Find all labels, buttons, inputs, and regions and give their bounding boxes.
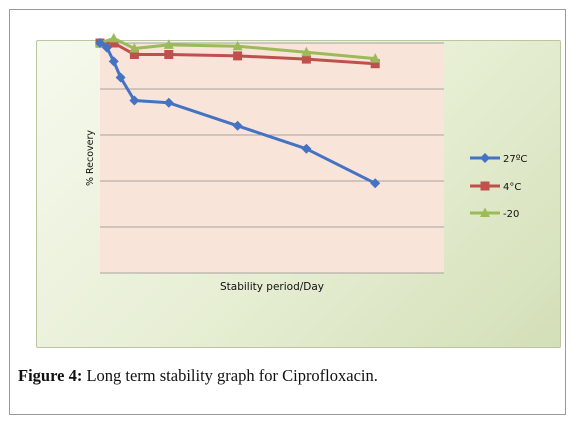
data-point [129,95,140,106]
data-point [101,42,112,53]
data-point [301,54,311,64]
series-layer [95,32,381,189]
data-point [163,97,174,108]
gridlines [100,42,444,274]
data-point [115,72,126,83]
data-point [301,46,312,57]
legend-marker [480,181,490,191]
legend-label: -20 [503,209,519,220]
data-point [370,59,380,69]
legend: 27ºC 4°C -20 [470,153,527,220]
x-axis-label: Stability period/Day [220,281,324,293]
data-point [233,51,243,61]
legend-marker [480,207,490,217]
legend-marker [480,153,490,163]
data-point [370,178,381,189]
data-point [301,143,312,154]
legend-label: 27ºC [503,154,527,165]
data-point [129,50,139,59]
data-point [163,39,174,49]
data-point [109,38,119,48]
figure-caption: Figure 4: Long term stability graph for … [18,366,378,386]
plot-area [100,43,444,273]
data-point [108,56,119,67]
legend-label: 4°C [503,182,521,193]
data-point [232,40,243,51]
y-axis-label: % Recovery [85,130,96,186]
data-point [129,43,140,53]
data-point [232,120,243,131]
figure-label: Figure 4: [18,366,83,385]
data-point [108,32,119,43]
data-point [164,50,174,59]
data-point [95,38,105,48]
caption-text: Long term stability graph for Ciprofloxa… [82,366,378,385]
data-point [370,53,381,63]
